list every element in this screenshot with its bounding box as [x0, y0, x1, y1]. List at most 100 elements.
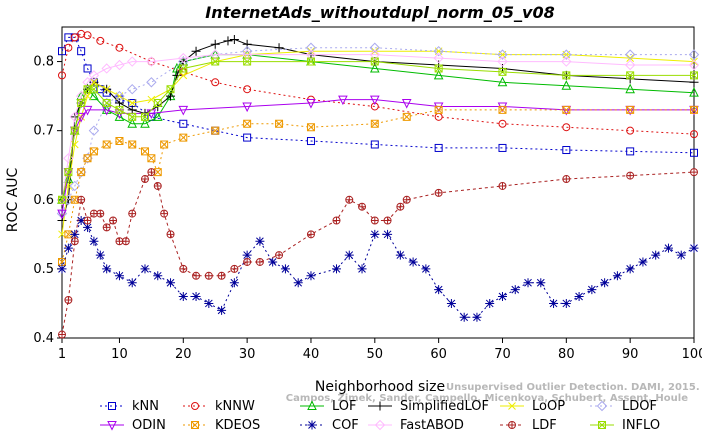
series-line	[61, 54, 694, 200]
series-knn	[58, 33, 698, 157]
legend-label: COF	[332, 418, 359, 433]
data-point	[689, 243, 699, 253]
data-point	[383, 229, 393, 239]
data-point	[626, 171, 635, 180]
y-tick-label: 0.8	[33, 55, 54, 70]
legend-marker	[596, 400, 608, 412]
data-point	[242, 102, 252, 113]
series-ldf	[58, 168, 699, 339]
data-point	[396, 202, 405, 211]
data-point	[624, 59, 636, 71]
data-point	[433, 45, 444, 57]
data-point	[95, 250, 105, 260]
data-point	[70, 229, 80, 239]
legend-label: LoOP	[532, 399, 565, 414]
data-point	[434, 143, 443, 152]
x-tick-label: 10	[111, 347, 128, 362]
data-point	[243, 85, 252, 94]
data-point	[76, 216, 86, 226]
data-point	[433, 52, 444, 64]
data-point	[153, 181, 162, 190]
data-point	[191, 292, 201, 302]
data-point	[210, 49, 221, 60]
data-point	[64, 33, 73, 42]
data-point	[562, 71, 571, 80]
data-point	[497, 76, 508, 87]
data-point	[166, 85, 175, 94]
legend-marker	[374, 419, 386, 431]
series-line	[61, 171, 695, 335]
data-point	[152, 111, 163, 121]
legend-marker	[307, 420, 317, 430]
x-axis-title: Neighborhood size	[315, 379, 445, 395]
data-point	[690, 57, 698, 66]
data-point	[306, 271, 316, 281]
data-point	[128, 112, 137, 121]
data-point	[306, 137, 315, 146]
data-point	[510, 285, 520, 295]
data-point	[229, 278, 239, 288]
data-point	[83, 154, 92, 163]
data-point	[140, 112, 149, 121]
data-point	[211, 126, 220, 135]
data-point	[689, 87, 699, 97]
data-point	[70, 195, 79, 204]
data-point	[293, 278, 303, 288]
data-point	[140, 264, 150, 274]
data-point	[626, 71, 635, 80]
data-point	[77, 99, 86, 108]
legend-marker	[108, 402, 116, 410]
data-point	[69, 180, 80, 192]
data-point	[626, 105, 635, 114]
x-tick-label: 1	[58, 347, 66, 362]
plot-frame	[61, 26, 695, 339]
series-cof	[57, 216, 699, 322]
x-tick-label: 40	[303, 347, 320, 362]
data-point	[574, 292, 584, 302]
data-point	[676, 250, 686, 260]
data-point	[179, 264, 188, 273]
legend-label: KDEOS	[215, 418, 260, 433]
data-point	[147, 154, 156, 163]
data-point	[127, 278, 137, 288]
data-point	[369, 42, 381, 53]
legend-item-cof: COF	[300, 418, 359, 433]
data-point	[402, 112, 411, 121]
data-point	[96, 209, 105, 218]
data-point	[688, 59, 700, 71]
data-point	[242, 39, 252, 49]
data-point	[83, 31, 92, 40]
data-point	[243, 133, 252, 142]
data-point	[434, 285, 444, 295]
series-inflo	[58, 57, 698, 204]
data-point	[241, 45, 253, 57]
series-line	[61, 38, 695, 221]
data-point	[402, 195, 411, 204]
data-point	[242, 250, 252, 260]
data-point	[561, 80, 572, 90]
data-point	[690, 148, 698, 157]
data-point	[433, 102, 444, 113]
legend-label: ODIN	[132, 418, 166, 433]
data-point	[64, 295, 73, 304]
data-point	[58, 330, 67, 339]
data-point	[383, 216, 392, 225]
data-point	[211, 78, 220, 87]
legend-item-inflo: INFLO	[590, 418, 660, 433]
data-point	[306, 57, 315, 66]
data-point	[57, 264, 67, 274]
y-tick-label: 0.4	[33, 331, 54, 346]
data-point	[280, 264, 290, 274]
y-tick-label: 0.5	[33, 262, 54, 277]
series-line	[61, 47, 694, 214]
data-point	[690, 130, 698, 139]
data-point	[274, 43, 284, 53]
data-point	[75, 90, 87, 102]
data-point	[638, 257, 648, 267]
data-point	[70, 33, 79, 42]
data-point	[83, 216, 92, 225]
data-point	[147, 168, 156, 177]
data-point	[83, 64, 92, 73]
data-point	[179, 64, 188, 73]
data-point	[625, 264, 635, 274]
